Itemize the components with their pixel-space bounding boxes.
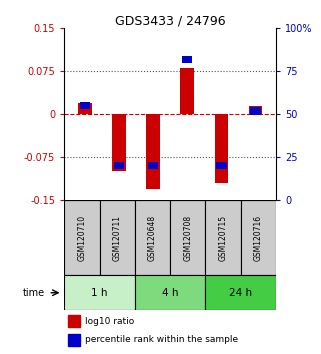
Text: percentile rank within the sample: percentile rank within the sample — [85, 335, 239, 344]
Bar — [214, 114, 228, 183]
Bar — [78, 103, 91, 114]
Bar — [80, 102, 90, 109]
Bar — [68, 315, 80, 327]
Text: GSM120711: GSM120711 — [113, 215, 122, 261]
Text: time: time — [23, 288, 45, 298]
Bar — [170, 200, 205, 275]
Bar — [148, 162, 158, 170]
Bar — [250, 107, 261, 114]
Bar — [114, 162, 124, 170]
Bar — [135, 275, 205, 310]
Bar — [241, 200, 276, 275]
Text: log10 ratio: log10 ratio — [85, 316, 134, 326]
Text: GSM120708: GSM120708 — [183, 215, 192, 261]
Bar — [180, 68, 194, 114]
Text: GSM120648: GSM120648 — [148, 215, 157, 261]
Bar — [182, 56, 192, 63]
Bar — [205, 275, 276, 310]
Text: GSM120710: GSM120710 — [77, 215, 86, 261]
Text: 1 h: 1 h — [91, 288, 108, 298]
Bar — [216, 162, 227, 170]
Text: 4 h: 4 h — [162, 288, 178, 298]
Bar — [135, 200, 170, 275]
Text: GSM120716: GSM120716 — [254, 215, 263, 261]
Text: GSM120715: GSM120715 — [219, 215, 228, 261]
Bar — [64, 200, 100, 275]
Bar — [205, 200, 241, 275]
Bar — [249, 105, 262, 114]
Bar — [100, 200, 135, 275]
Bar — [64, 275, 135, 310]
Bar — [146, 114, 160, 189]
Bar — [68, 333, 80, 346]
Bar — [112, 114, 126, 171]
Title: GDS3433 / 24796: GDS3433 / 24796 — [115, 14, 225, 27]
Text: 24 h: 24 h — [229, 288, 252, 298]
